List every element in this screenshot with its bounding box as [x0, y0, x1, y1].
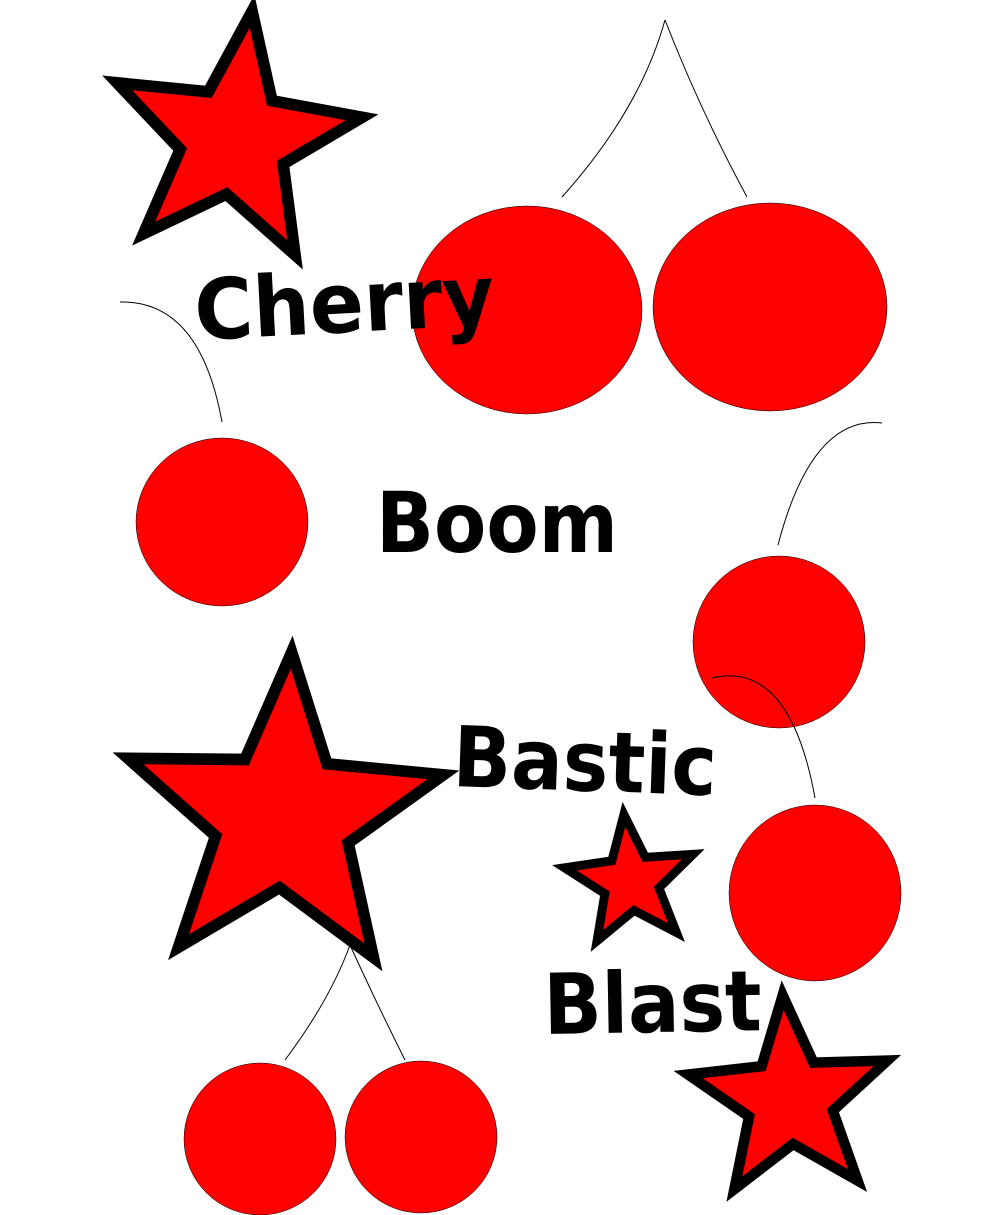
cherry [728, 804, 902, 982]
cherry [692, 555, 866, 729]
cherry-right-upper [692, 422, 883, 729]
cherry-stem [777, 422, 883, 546]
cherry [652, 202, 888, 412]
double-cherry-top-right [411, 19, 888, 415]
cherry-stem [561, 19, 666, 198]
word-cherry: Cherry [192, 246, 497, 360]
cherry [183, 1062, 337, 1215]
cherry-stem [711, 675, 816, 799]
word-blast: Blast [543, 952, 763, 1054]
word-boom: Boom [376, 474, 618, 572]
cherry-stem [119, 301, 223, 423]
star-large-left [118, 644, 449, 961]
cherry-stem [349, 944, 406, 1061]
cherry-left [119, 301, 309, 607]
cherry-stem [284, 944, 351, 1061]
star-top-left [97, 0, 375, 261]
word-bastic: Bastic [451, 708, 718, 815]
cherry [135, 437, 309, 607]
cherry [344, 1060, 498, 1214]
cherry-stem [664, 19, 748, 198]
cherry [411, 205, 643, 415]
double-cherry-bottom [183, 944, 498, 1215]
cherry-right-lower [711, 675, 902, 982]
star-small-middle [560, 808, 701, 944]
